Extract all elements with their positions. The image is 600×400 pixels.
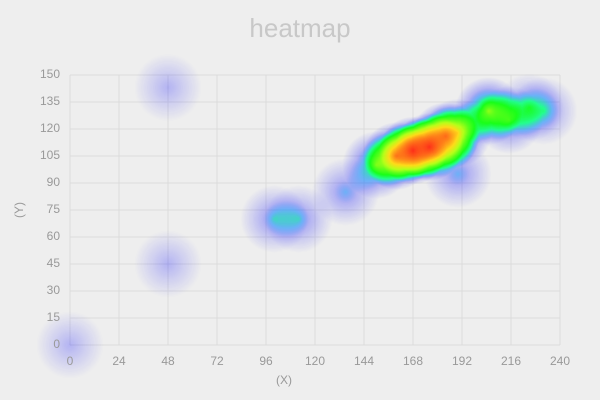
x-tick-label: 120 <box>305 354 325 368</box>
heat-point <box>423 98 492 167</box>
heat-point <box>134 53 202 122</box>
y-tick-label: 120 <box>40 121 60 135</box>
y-tick-label: 30 <box>47 283 61 297</box>
chart-title: heatmap <box>249 13 350 43</box>
heat-layer <box>36 53 578 379</box>
x-tick-label: 96 <box>259 354 273 368</box>
y-tick-label: 135 <box>40 94 60 108</box>
heat-point <box>134 230 202 298</box>
x-tick-label: 48 <box>161 354 175 368</box>
x-axis-label: (X) <box>276 373 292 387</box>
x-tick-label: 24 <box>112 354 126 368</box>
y-tick-label: 150 <box>40 67 60 81</box>
heat-point <box>495 73 564 142</box>
y-tick-label: 15 <box>47 310 61 324</box>
x-tick-label: 0 <box>67 354 74 368</box>
y-tick-label: 90 <box>47 175 61 189</box>
x-tick-label: 168 <box>403 354 423 368</box>
x-tick-label: 144 <box>354 354 374 368</box>
x-tick-label: 216 <box>501 354 521 368</box>
x-tick-label: 192 <box>452 354 472 368</box>
x-tick-label: 72 <box>210 354 224 368</box>
x-tick-label: 240 <box>550 354 570 368</box>
y-axis-label: (Y) <box>12 202 26 218</box>
y-tick-label: 105 <box>40 148 60 162</box>
y-tick-label: 60 <box>47 229 61 243</box>
y-tick-label: 0 <box>53 337 60 351</box>
y-tick-label: 75 <box>47 202 61 216</box>
y-tick-label: 45 <box>47 256 61 270</box>
heat-point <box>36 311 104 379</box>
